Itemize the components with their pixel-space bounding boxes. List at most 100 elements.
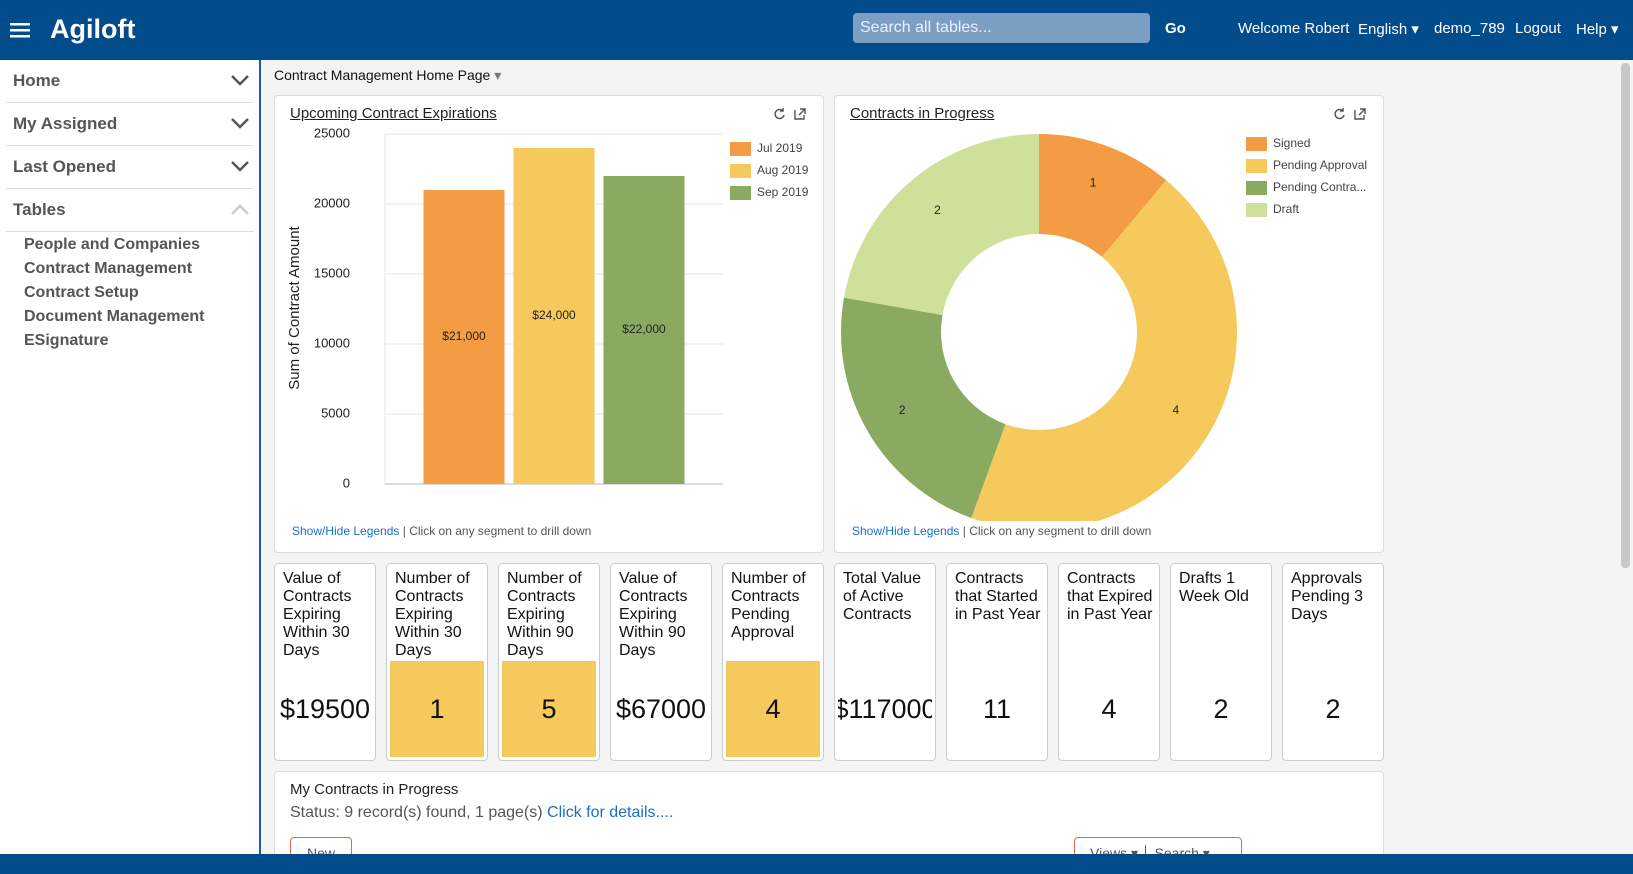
y-tick-label: 25000 [314, 125, 350, 140]
bar-value-label: $21,000 [442, 329, 486, 343]
popout-icon [1354, 108, 1366, 120]
section-label: Home [13, 71, 61, 90]
kpi-tile[interactable]: Value of Contracts Expiring Within 30 Da… [274, 563, 376, 761]
legend-swatch [730, 142, 751, 156]
kpi-tile[interactable]: Contracts that Expired in Past Year 4 [1058, 563, 1160, 761]
chevron-path [231, 75, 249, 86]
refresh-icon [774, 108, 785, 120]
panel-icons [774, 108, 806, 120]
legend-toggle[interactable]: Show/Hide Legends [852, 524, 960, 538]
legend-label: Aug 2019 [757, 163, 809, 177]
sidebar: Home My Assigned Last Opened Tables People a… [0, 60, 261, 854]
slice [971, 180, 1237, 521]
legend-swatch [1246, 181, 1267, 195]
kpi-tile[interactable]: Number of Contracts Expiring Within 90 D… [498, 563, 600, 761]
chart-footer: Show/Hide Legends | Click on any segment… [292, 524, 591, 538]
sidebar-section[interactable]: Home [6, 60, 254, 103]
status-text: Status: 9 record(s) found, 1 page(s) [290, 804, 543, 821]
legend-toggle[interactable]: Show/Hide Legends [292, 524, 400, 538]
scrollbar[interactable] [1621, 63, 1630, 568]
language[interactable]: English ▾ [1358, 21, 1419, 38]
kpi-tile[interactable]: Number of Contracts Pending Approval 4 [722, 563, 824, 761]
legend-swatch [730, 186, 751, 200]
slice-label: 2 [899, 403, 906, 417]
bar-value-label: $24,000 [532, 308, 576, 322]
go-button[interactable]: Go [1165, 20, 1186, 37]
slice-label: 2 [934, 203, 941, 217]
tile-value: $19500 [279, 693, 371, 724]
details-link[interactable]: Click for details.... [547, 804, 674, 821]
legend-label: Signed [1273, 136, 1310, 150]
menu-icon[interactable] [10, 22, 32, 40]
legend-swatch [730, 164, 751, 178]
legend-label: Pending Approval [1273, 158, 1367, 172]
chevron [231, 204, 249, 215]
popout-icon [794, 108, 806, 120]
tile-value: $67000 [615, 693, 707, 724]
tile-label: Value of Contracts Expiring Within 30 Da… [283, 570, 352, 659]
table-link[interactable]: Contract Management [24, 260, 193, 277]
list-title: My Contracts in Progress [290, 781, 459, 798]
kpi-tile[interactable]: Drafts 1 Week Old 2 [1170, 563, 1272, 761]
y-tick-label: 10000 [314, 335, 350, 350]
kpi-tile[interactable]: Number of Contracts Expiring Within 30 D… [386, 563, 488, 761]
bar [513, 148, 595, 484]
tile-label: Contracts that Expired in Past Year [1067, 570, 1153, 623]
legend-label: Draft [1273, 202, 1300, 216]
user[interactable]: demo_789 [1434, 20, 1505, 37]
section-label: Last Opened [13, 157, 116, 176]
tile-label: Number of Contracts Pending Approval [731, 570, 806, 641]
tile-value: 4 [726, 661, 820, 757]
page-title-text: Contract Management Home Page [274, 67, 491, 83]
legend-swatch [1246, 159, 1267, 173]
legend-swatch [1246, 137, 1267, 151]
bar-chart: 0 5000 10000 15000 20000 25000 $21,000 $24,000 $… [286, 125, 809, 516]
footer-note: | Click on any segment to drill down [962, 524, 1152, 538]
kpi-tile[interactable]: Approvals Pending 3 Days 2 [1282, 563, 1384, 761]
tile-label: Approvals Pending 3 Days [1291, 570, 1364, 623]
kpi-tile[interactable]: Value of Contracts Expiring Within 90 Da… [610, 563, 712, 761]
tile-label: Number of Contracts Expiring Within 30 D… [395, 570, 470, 659]
chart-title[interactable]: Upcoming Contract Expirations [290, 105, 497, 122]
tile-value: 2 [1325, 693, 1341, 724]
table-link[interactable]: ESignature [24, 332, 109, 349]
y-tick-label: 5000 [321, 405, 350, 420]
table-link[interactable]: Contract Setup [24, 284, 139, 301]
footer-bar [0, 854, 1633, 874]
page-title[interactable]: Contract Management Home Page ▾ [274, 67, 502, 83]
sidebar-section[interactable]: Last Opened [6, 146, 254, 189]
y-axis-title: Sum of Contract Amount [286, 225, 303, 389]
pie-chart: 1 4 2 2 Signed Pending Approval Pending Contra… [841, 134, 1367, 521]
kpi-tile[interactable]: Total Value of Active Contracts $117000 [834, 563, 936, 761]
chevron-path [231, 161, 249, 172]
section-label: My Assigned [13, 114, 118, 133]
refresh-icon [1334, 108, 1345, 120]
slice-label: 4 [1172, 403, 1179, 417]
logo[interactable]: Agiloft [50, 14, 136, 44]
slice [841, 297, 1006, 519]
bar-value-label: $22,000 [622, 322, 666, 336]
sidebar-section[interactable]: Tables [6, 189, 254, 232]
tile-value: $117000 [838, 693, 932, 724]
tile-value: 5 [502, 661, 596, 757]
search-box[interactable] [853, 13, 1150, 43]
table-link[interactable]: Document Management [24, 308, 205, 325]
chart-title[interactable]: Contracts in Progress [850, 105, 995, 122]
kpi-tile[interactable]: Contracts that Started in Past Year 11 [946, 563, 1048, 761]
sidebar-section[interactable]: My Assigned [6, 103, 254, 146]
chevron [231, 75, 249, 86]
logout[interactable]: Logout [1515, 20, 1561, 37]
pie-panel: 1 4 2 2 Signed Pending Approval Pending Contra… [834, 95, 1384, 553]
chevron [231, 161, 249, 172]
slice-label: 1 [1090, 176, 1097, 190]
tile-label: Value of Contracts Expiring Within 90 Da… [619, 570, 688, 659]
panel-icons [1334, 108, 1366, 120]
legend-label: Sep 2019 [757, 185, 809, 199]
search-placeholder: Search all tables... [860, 19, 992, 36]
help[interactable]: Help ▾ [1576, 21, 1619, 38]
chevron-path [231, 204, 249, 215]
slice [844, 134, 1039, 315]
legend-label: Pending Contra... [1273, 180, 1366, 194]
bar [423, 190, 505, 484]
table-link[interactable]: People and Companies [24, 236, 201, 253]
